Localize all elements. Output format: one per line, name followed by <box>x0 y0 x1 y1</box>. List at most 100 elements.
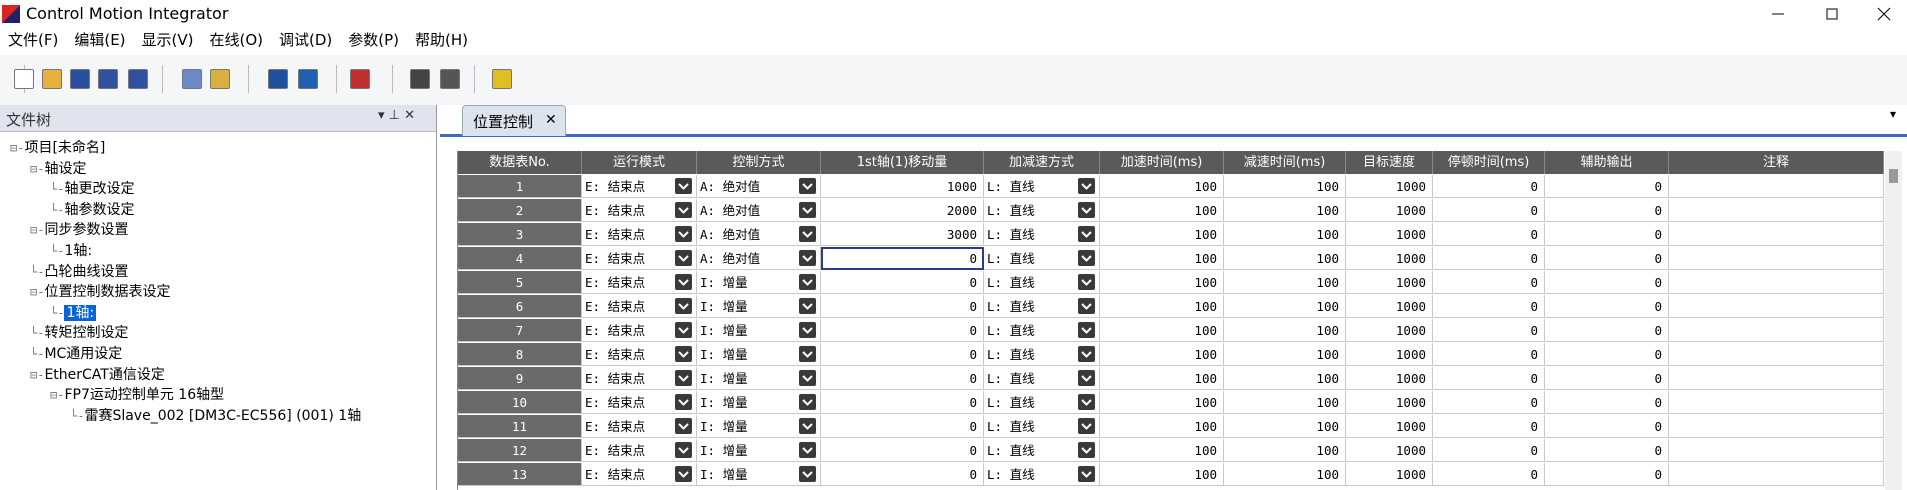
grid-cell[interactable]: L: 直线 <box>984 319 1100 342</box>
grid-cell[interactable]: 1000 <box>1346 367 1433 390</box>
grid-cell[interactable]: 1000 <box>1346 295 1433 318</box>
grid-cell[interactable]: 0 <box>821 367 984 390</box>
tab-menu[interactable]: ▾ <box>1890 107 1897 121</box>
grid-cell[interactable]: 100 <box>1224 391 1346 414</box>
grid-cell[interactable]: 0 <box>1545 415 1669 438</box>
dropdown-button[interactable] <box>1078 298 1095 314</box>
grid-cell[interactable] <box>1669 367 1884 390</box>
dropdown-button[interactable] <box>1078 394 1095 410</box>
grid-cell[interactable]: 0 <box>1545 463 1669 486</box>
grid-cell[interactable]: 100 <box>1224 271 1346 294</box>
dropdown-button[interactable] <box>1078 442 1095 458</box>
dropdown-button[interactable] <box>799 274 816 290</box>
grid-cell[interactable]: 0 <box>821 319 984 342</box>
toolbar-button[interactable] <box>268 69 288 89</box>
grid-cell[interactable]: I: 增量 <box>697 343 821 366</box>
tree-node[interactable]: ⊟-位置控制数据表设定 <box>0 282 361 303</box>
toolbar-button[interactable] <box>98 69 118 89</box>
tree-node[interactable]: └-转矩控制设定 <box>0 323 361 344</box>
toolbar-button[interactable] <box>410 69 430 89</box>
grid-cell[interactable]: E: 结束点 <box>582 175 697 198</box>
grid-cell[interactable]: 0 <box>1545 439 1669 462</box>
dropdown-button[interactable] <box>1078 418 1095 434</box>
grid-cell[interactable]: 0 <box>1545 367 1669 390</box>
toolbar-button[interactable] <box>298 69 318 89</box>
grid-cell[interactable]: I: 增量 <box>697 415 821 438</box>
dropdown-button[interactable] <box>799 466 816 482</box>
grid-cell[interactable]: 0 <box>1433 247 1545 270</box>
grid-cell[interactable]: I: 增量 <box>697 463 821 486</box>
grid-cell[interactable]: L: 直线 <box>984 295 1100 318</box>
dropdown-button[interactable] <box>1078 178 1095 194</box>
grid-cell[interactable]: 0 <box>1433 343 1545 366</box>
grid-cell[interactable]: A: 绝对值 <box>697 175 821 198</box>
grid-cell[interactable] <box>1669 343 1884 366</box>
grid-cell[interactable]: I: 增量 <box>697 319 821 342</box>
grid-cell[interactable]: L: 直线 <box>984 247 1100 270</box>
grid-cell[interactable] <box>1669 175 1884 198</box>
grid-cell[interactable] <box>1669 295 1884 318</box>
grid-cell[interactable]: 1000 <box>1346 319 1433 342</box>
grid-cell[interactable]: 0 <box>1545 271 1669 294</box>
close-button[interactable] <box>1877 7 1891 21</box>
grid-cell[interactable]: I: 增量 <box>697 391 821 414</box>
toolbar-button[interactable] <box>440 69 460 89</box>
dropdown-button[interactable] <box>675 202 692 218</box>
grid-cell[interactable]: 100 <box>1224 199 1346 222</box>
grid-cell[interactable]: 100 <box>1100 415 1224 438</box>
grid-cell[interactable]: 1000 <box>821 175 984 198</box>
grid-cell[interactable]: L: 直线 <box>984 271 1100 294</box>
tree-node[interactable]: └-1轴: <box>0 303 361 324</box>
grid-cell[interactable] <box>1669 439 1884 462</box>
grid-cell[interactable]: L: 直线 <box>984 391 1100 414</box>
dropdown-button[interactable] <box>799 298 816 314</box>
grid-cell[interactable]: L: 直线 <box>984 367 1100 390</box>
grid-cell[interactable] <box>1669 391 1884 414</box>
tree-node[interactable]: ⊟-FP7运动控制单元 16轴型 <box>0 385 361 406</box>
grid-cell[interactable]: 0 <box>1433 415 1545 438</box>
dropdown-button[interactable] <box>675 466 692 482</box>
grid-cell[interactable]: 0 <box>821 391 984 414</box>
grid-cell[interactable]: 1000 <box>1346 439 1433 462</box>
grid-cell[interactable] <box>1669 223 1884 246</box>
grid-cell[interactable]: E: 结束点 <box>582 463 697 486</box>
grid-cell[interactable]: E: 结束点 <box>582 367 697 390</box>
dropdown-button[interactable] <box>1078 322 1095 338</box>
grid-cell[interactable]: 0 <box>1433 319 1545 342</box>
grid-cell[interactable]: L: 直线 <box>984 463 1100 486</box>
grid-cell[interactable]: 0 <box>821 415 984 438</box>
grid-cell[interactable]: 2000 <box>821 199 984 222</box>
dropdown-button[interactable] <box>675 442 692 458</box>
grid-cell[interactable] <box>1669 271 1884 294</box>
dropdown-button[interactable] <box>799 250 816 266</box>
grid-cell[interactable]: 0 <box>1545 223 1669 246</box>
grid-cell[interactable]: 0 <box>1433 295 1545 318</box>
dropdown-button[interactable] <box>799 346 816 362</box>
dropdown-button[interactable] <box>675 394 692 410</box>
grid-cell[interactable]: 100 <box>1224 247 1346 270</box>
grid-cell[interactable]: 100 <box>1224 463 1346 486</box>
grid-cell[interactable]: 0 <box>1433 199 1545 222</box>
grid-cell[interactable]: 0 <box>1545 295 1669 318</box>
grid-cell[interactable]: A: 绝对值 <box>697 199 821 222</box>
grid-cell[interactable]: 1000 <box>1346 463 1433 486</box>
grid-cell[interactable]: 100 <box>1100 247 1224 270</box>
grid-cell[interactable]: 1000 <box>1346 271 1433 294</box>
grid-cell[interactable]: L: 直线 <box>984 343 1100 366</box>
dropdown-button[interactable] <box>675 178 692 194</box>
grid-cell[interactable]: E: 结束点 <box>582 295 697 318</box>
tree-node[interactable]: ⊟-轴设定 <box>0 159 361 180</box>
grid-cell[interactable] <box>1669 319 1884 342</box>
grid-cell[interactable]: E: 结束点 <box>582 319 697 342</box>
grid-cell[interactable]: 100 <box>1100 439 1224 462</box>
grid-cell[interactable]: 1000 <box>1346 415 1433 438</box>
grid-cell[interactable]: L: 直线 <box>984 415 1100 438</box>
menu-item[interactable]: 帮助(H) <box>415 31 469 49</box>
grid-cell[interactable]: 100 <box>1224 295 1346 318</box>
tree-node[interactable]: └-1轴: <box>0 241 361 262</box>
grid-cell[interactable]: L: 直线 <box>984 439 1100 462</box>
toolbar-button[interactable] <box>70 69 90 89</box>
dropdown-button[interactable] <box>1078 274 1095 290</box>
grid-cell[interactable]: L: 直线 <box>984 175 1100 198</box>
grid-cell[interactable]: 0 <box>1545 343 1669 366</box>
